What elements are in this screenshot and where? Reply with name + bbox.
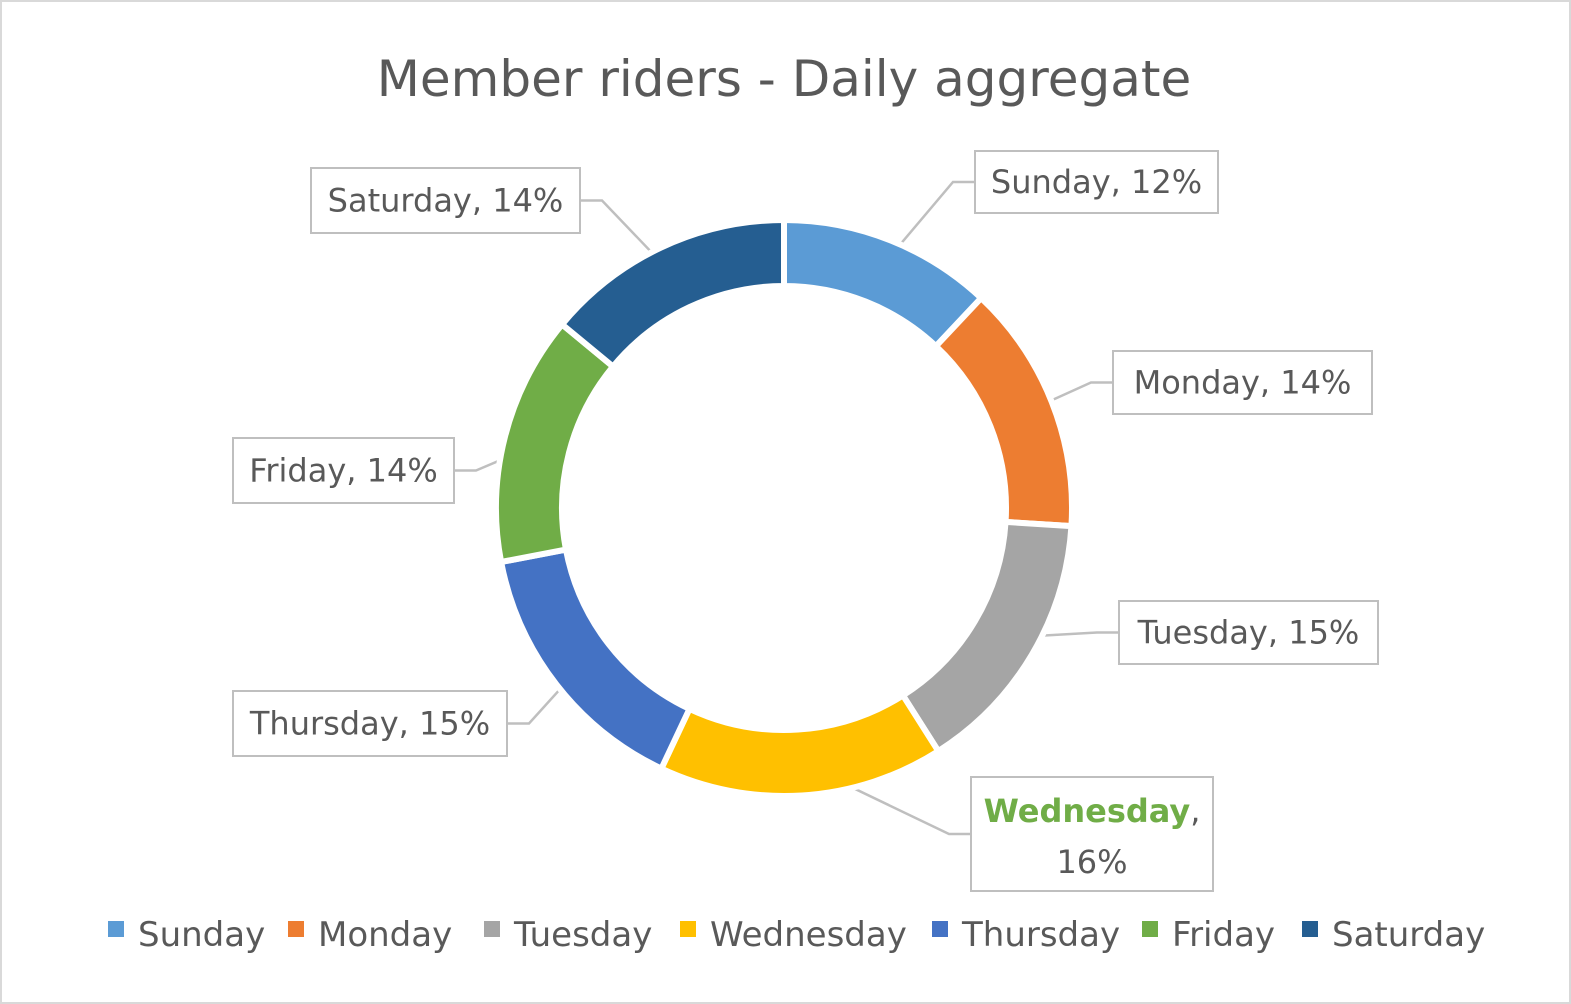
legend-label-sunday: Sunday (138, 915, 265, 955)
legend-swatch-monday (288, 921, 304, 937)
legend-label-saturday: Saturday (1332, 915, 1485, 955)
legend-label-wednesday: Wednesday (710, 915, 907, 955)
data-label-box-saturday (310, 167, 581, 234)
leader-line-sunday (876, 180, 975, 272)
slice-thursday (497, 546, 694, 773)
data-label-saturday: Saturday, 14% (328, 182, 564, 220)
data-label-box-wednesday (970, 776, 1214, 892)
data-label-thursday: Thursday, 15% (249, 705, 490, 743)
data-label-box-monday (1112, 350, 1373, 415)
legend-label-friday: Friday (1172, 915, 1275, 955)
legend-swatch-saturday (1302, 921, 1318, 937)
slice-monday (931, 293, 1075, 530)
legend-label-thursday: Thursday (961, 915, 1120, 955)
data-label-tuesday: Tuesday, 15% (1137, 614, 1360, 652)
legend-swatch-thursday (932, 921, 948, 937)
slice-wednesday (657, 691, 943, 799)
legend-swatch-tuesday (484, 921, 500, 937)
doughnut-slices (493, 216, 1075, 799)
slice-friday (493, 320, 618, 566)
data-label-box-tuesday (1118, 600, 1379, 665)
data-label-box-thursday (232, 690, 508, 757)
data-label-sunday: Sunday, 12% (991, 163, 1202, 201)
legend: Sunday Monday Tuesday Wednesday Thursday Frid… (108, 915, 1485, 955)
legend-swatch-sunday (108, 921, 124, 937)
legend-swatch-wednesday (680, 921, 696, 937)
legend-swatch-friday (1142, 921, 1158, 937)
data-label-friday: Friday, 14% (249, 452, 437, 490)
data-label-box-friday (232, 437, 455, 504)
legend-label-tuesday: Tuesday (513, 915, 652, 955)
data-label-wednesday: Wednesday, 16% (984, 792, 1201, 881)
legend-label-monday: Monday (318, 915, 452, 955)
slice-saturday (557, 216, 787, 371)
data-label-box-sunday (974, 150, 1219, 214)
data-label-monday: Monday, 14% (1134, 364, 1352, 402)
data-labels: Sunday, 12% Monday, 14% Tuesday, 15% Wednes… (232, 150, 1379, 892)
chart-title: Member riders - Daily aggregate (377, 50, 1191, 108)
